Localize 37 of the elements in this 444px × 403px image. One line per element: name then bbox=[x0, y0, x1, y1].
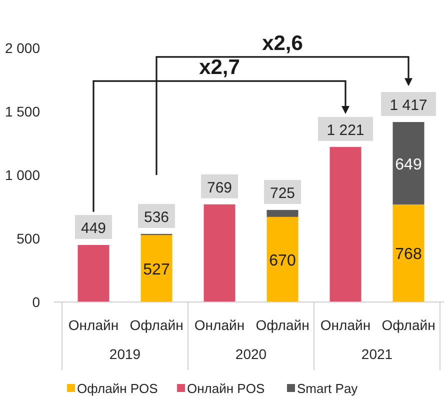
text: 2020 bbox=[235, 346, 267, 362]
x-tick-label: Офлайн bbox=[256, 317, 310, 333]
annotation: x2,7 bbox=[199, 56, 240, 80]
text: 2019 bbox=[109, 346, 141, 362]
total-label: 449 bbox=[80, 220, 106, 237]
x-tick-label: Офлайн bbox=[130, 317, 184, 333]
x-tick-label: Онлайн bbox=[194, 317, 245, 333]
y-tick-label: 2 000 bbox=[4, 40, 40, 56]
legend-label: Smart Pay bbox=[297, 381, 358, 396]
bar bbox=[78, 244, 110, 302]
data-label: 768 bbox=[395, 246, 422, 264]
x-tick-label: Онлайн bbox=[320, 317, 371, 333]
y-tick-label: 0 bbox=[32, 294, 40, 310]
data-label: 670 bbox=[269, 252, 296, 270]
bar bbox=[266, 216, 298, 302]
total-label: 1 221 bbox=[326, 122, 364, 139]
bar bbox=[140, 235, 172, 302]
data-label: 527 bbox=[143, 262, 170, 279]
bar bbox=[266, 210, 298, 217]
text: 2021 bbox=[361, 346, 393, 362]
total-label: 725 bbox=[270, 184, 296, 202]
data-label: 649 bbox=[395, 156, 422, 174]
legend-label: Офлайн POS bbox=[77, 381, 158, 396]
x-tick-label: Онлайн bbox=[68, 317, 119, 333]
x-tick-label: Офлайн bbox=[382, 317, 436, 333]
bar bbox=[330, 146, 362, 302]
total-label: 769 bbox=[206, 179, 232, 196]
y-tick-label: 1 500 bbox=[4, 104, 40, 120]
bar bbox=[392, 204, 424, 302]
annotation: x2,6 bbox=[262, 32, 303, 55]
total-label: 1 417 bbox=[390, 97, 428, 114]
y-tick-label: 500 bbox=[16, 230, 40, 246]
total-label: 536 bbox=[144, 208, 170, 226]
bar bbox=[204, 204, 236, 302]
legend-label: Онлайн POS bbox=[187, 381, 265, 396]
y-tick-label: 1 000 bbox=[4, 167, 40, 183]
bar bbox=[392, 122, 424, 204]
